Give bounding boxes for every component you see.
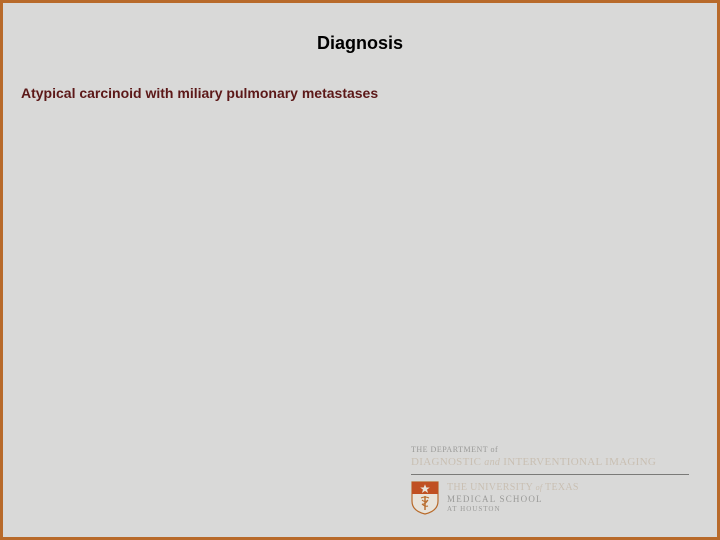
institution-logo-block: THE DEPARTMENT of DIAGNOSTIC and INTERVE… (411, 445, 689, 515)
university-name: THE UNIVERSITY of TEXAS (447, 482, 579, 493)
university-row: THE UNIVERSITY of TEXAS MEDICAL SCHOOL A… (411, 481, 689, 515)
department-row: THE DEPARTMENT of DIAGNOSTIC and INTERVE… (411, 445, 689, 475)
ut-of: of (536, 483, 543, 492)
slide-body-text: Atypical carcinoid with miliary pulmonar… (21, 85, 378, 101)
slide-frame: Diagnosis Atypical carcinoid with miliar… (0, 0, 720, 540)
department-name: DIAGNOSTIC and INTERVENTIONAL IMAGING (411, 456, 689, 468)
ut-suffix: TEXAS (545, 482, 579, 493)
slide-title: Diagnosis (3, 33, 717, 54)
ut-prefix: THE UNIVERSITY (447, 482, 533, 493)
dept-name-part2: INTERVENTIONAL IMAGING (503, 456, 656, 468)
shield-icon (411, 481, 439, 515)
department-label: THE DEPARTMENT of (411, 445, 689, 454)
dept-name-and: and (484, 457, 500, 468)
university-text: THE UNIVERSITY of TEXAS MEDICAL SCHOOL A… (447, 481, 579, 513)
university-location: AT HOUSTON (447, 505, 579, 513)
university-school: MEDICAL SCHOOL (447, 494, 579, 504)
dept-name-part1: DIAGNOSTIC (411, 456, 481, 468)
